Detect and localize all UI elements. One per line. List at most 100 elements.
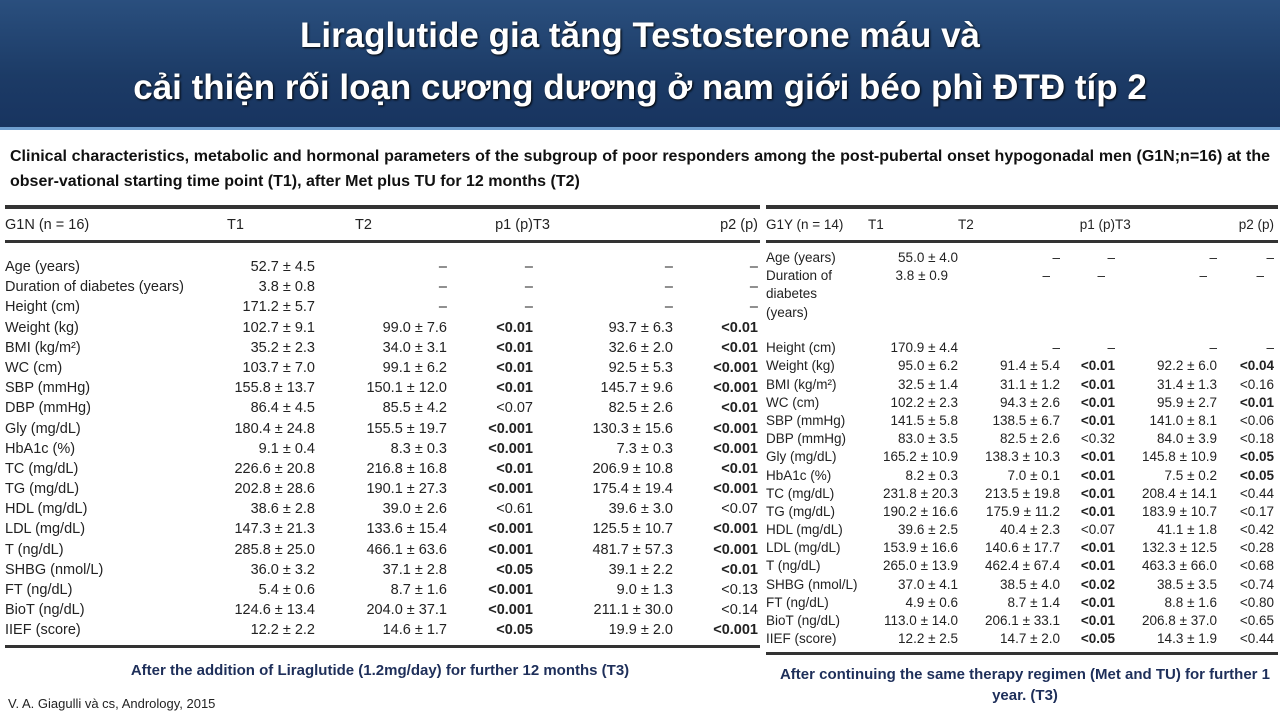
cell-value: 155.5 ± 19.7 [366, 420, 447, 437]
caption-left: After the addition of Liraglutide (1.2mg… [130, 662, 630, 679]
cell-value: 93.7 ± 6.3 [608, 319, 673, 336]
cell-value: <0.44 [1239, 631, 1274, 647]
row-label: IIEF (score) [5, 622, 81, 639]
cell-value: <0.001 [713, 541, 758, 558]
row-label: Weight (kg) [766, 358, 835, 374]
column-header: G1N (n = 16) [5, 216, 90, 233]
cell-value: 52.7 ± 4.5 [250, 259, 315, 275]
row-label: LDL (mg/dL) [5, 521, 86, 538]
cell-value: <0.01 [1080, 394, 1115, 410]
cell-value: – [1107, 340, 1115, 356]
row-label: HbA1c (%) [766, 467, 832, 483]
cell-value: 140.6 ± 17.7 [985, 540, 1060, 556]
cell-value: <0.001 [713, 481, 758, 498]
cell-value: 32.6 ± 2.0 [608, 339, 673, 356]
cell-value: 35.2 ± 2.3 [250, 339, 315, 356]
cell-value: 3.8 ± 0.8 [258, 279, 315, 296]
cell-value: 130.3 ± 15.6 [592, 420, 673, 437]
row-label: LDL (mg/dL) [766, 540, 841, 556]
cell-value: <0.01 [721, 561, 758, 578]
cell-value: 7.0 ± 0.1 [1007, 467, 1060, 483]
cell-value: <0.07 [721, 501, 758, 518]
cell-value: 19.9 ± 2.0 [608, 622, 673, 639]
cell-value: 133.6 ± 15.4 [366, 521, 447, 538]
cell-value: 213.5 ± 19.8 [985, 485, 1060, 501]
table-row: TG (mg/dL) 190.2 ± 16.6 175.9 ± 11.2 <0.01 1… [766, 503, 1278, 521]
cell-value: 463.3 ± 66.0 [1142, 558, 1217, 574]
cell-value: 153.9 ± 16.6 [883, 540, 958, 556]
table-row: Gly (mg/dL) 165.2 ± 10.9 138.3 ± 10.3 <0.01… [766, 448, 1278, 466]
cell-value: <0.001 [713, 440, 758, 457]
cell-value: – [1266, 340, 1274, 356]
cell-value: 92.2 ± 6.0 [1157, 358, 1217, 374]
cell-value: <0.001 [713, 380, 758, 397]
cell-value: <0.05 [496, 622, 533, 639]
row-label: BioT (ng/dL) [5, 602, 85, 619]
row-label: TG (mg/dL) [766, 503, 836, 519]
cell-value: <0.01 [496, 380, 533, 397]
row-label: Height (cm) [5, 299, 80, 316]
cell-value: 145.8 ± 10.9 [1142, 449, 1217, 465]
cell-value: <0.01 [1080, 467, 1115, 483]
table-row: BioT (ng/dL) 113.0 ± 14.0 206.1 ± 33.1 <0.0… [766, 612, 1278, 630]
table-row: DBP (mmHg) 86.4 ± 4.5 85.5 ± 4.2 <0.07 82.5 … [5, 398, 760, 418]
title-banner: Liraglutide gia tăng Testosterone máu và… [0, 0, 1280, 130]
cell-value: <0.13 [721, 582, 758, 598]
cell-value: <0.01 [1080, 376, 1115, 392]
cell-value: 3.8 ± 0.9 [895, 268, 948, 284]
cell-value: <0.28 [1239, 540, 1274, 556]
cell-value: 12.2 ± 2.5 [898, 631, 958, 647]
cell-value: 55.0 ± 4.0 [898, 250, 958, 265]
cell-value: <0.14 [721, 602, 758, 619]
cell-value: 466.1 ± 63.6 [366, 541, 447, 558]
cell-value: <0.01 [721, 319, 758, 336]
table-header-row: G1N (n = 16) T1 T2 p1 (p) T3 p2 (p) [5, 209, 760, 243]
row-label: SBP (mmHg) [766, 412, 846, 428]
cell-value: 39.0 ± 2.6 [382, 501, 447, 518]
cell-value: <0.18 [1239, 431, 1274, 447]
cell-value: 32.5 ± 1.4 [898, 376, 958, 392]
cell-value: <0.17 [1239, 503, 1274, 519]
cell-value: <0.01 [496, 359, 533, 376]
cell-value: 38.5 ± 4.0 [1000, 576, 1060, 592]
cell-value: 132.3 ± 12.5 [1142, 540, 1217, 556]
column-header: T3 [1115, 217, 1131, 232]
column-header: G1Y (n = 14) [766, 217, 844, 232]
table-row: Weight (kg) 102.7 ± 9.1 99.0 ± 7.6 <0.01 93.… [5, 318, 760, 338]
cell-value: – [438, 259, 447, 275]
cell-value: 170.9 ± 4.4 [890, 340, 958, 356]
table-row: LDL (mg/dL) 147.3 ± 21.3 133.6 ± 15.4 <0.00… [5, 519, 760, 539]
cell-value: <0.07 [496, 400, 533, 417]
table-row: Weight (kg) 95.0 ± 6.2 91.4 ± 5.4 <0.01 92.2… [766, 357, 1278, 375]
table-row: T (ng/dL) 285.8 ± 25.0 466.1 ± 63.6 <0.001 4… [5, 540, 760, 560]
cell-value: 175.9 ± 11.2 [986, 503, 1060, 519]
cell-value: 14.6 ± 1.7 [382, 622, 447, 639]
cell-value: <0.42 [1239, 522, 1274, 538]
cell-value: 150.1 ± 12.0 [366, 380, 447, 397]
cell-value: 285.8 ± 25.0 [234, 541, 315, 558]
cell-value: – [1107, 250, 1115, 265]
table-row: Height (cm) 170.9 ± 4.4 – – – – [766, 339, 1278, 357]
cell-value: 206.9 ± 10.8 [592, 460, 673, 477]
table-row: SHBG (nmol/L) 37.0 ± 4.1 38.5 ± 4.0 <0.02 38… [766, 576, 1278, 594]
cell-value: – [1052, 250, 1060, 265]
cell-value: 7.3 ± 0.3 [616, 440, 673, 457]
cell-value: – [438, 279, 447, 296]
cell-value: <0.001 [488, 541, 533, 558]
cell-value: – [749, 259, 758, 275]
cell-value: 14.3 ± 1.9 [1157, 631, 1217, 647]
cell-value: <0.80 [1239, 594, 1274, 610]
cell-value: – [1052, 340, 1060, 356]
table-row: WC (cm) 102.2 ± 2.3 94.3 ± 2.6 <0.01 95.9 ± … [766, 394, 1278, 412]
cell-value: <0.05 [1080, 631, 1115, 647]
cell-value: 82.5 ± 2.6 [608, 400, 673, 417]
title-line-1: Liraglutide gia tăng Testosterone máu và [299, 16, 981, 55]
table-row: BMI (kg/m²) 32.5 ± 1.4 31.1 ± 1.2 <0.01 31.4… [766, 376, 1278, 394]
cell-value: 9.1 ± 0.4 [258, 440, 315, 457]
row-label: HDL (mg/dL) [5, 501, 88, 518]
cell-value: 99.0 ± 7.6 [382, 319, 447, 336]
cell-value: <0.001 [713, 359, 758, 376]
cell-value: <0.05 [1239, 449, 1274, 465]
cell-value: 124.6 ± 13.4 [234, 602, 315, 619]
cell-value: <0.01 [721, 460, 758, 477]
